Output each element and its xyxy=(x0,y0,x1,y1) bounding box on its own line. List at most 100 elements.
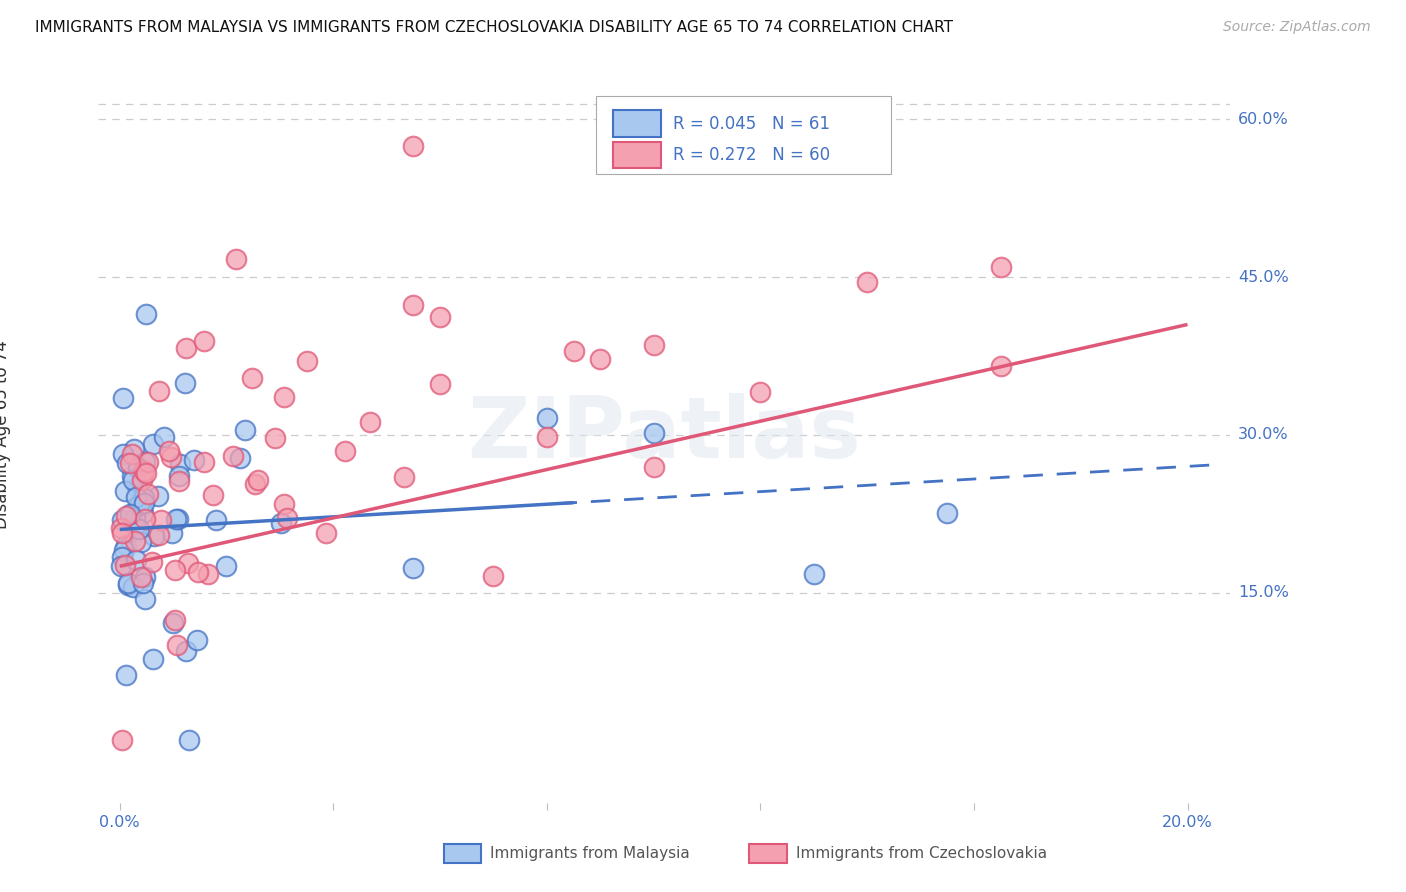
Point xyxy=(749,385,772,400)
Point xyxy=(134,496,156,510)
Point xyxy=(117,575,139,590)
Point xyxy=(197,567,219,582)
Bar xyxy=(749,844,786,863)
Point xyxy=(270,516,292,530)
Point xyxy=(215,558,238,573)
Text: Disability Age 65 to 74: Disability Age 65 to 74 xyxy=(0,341,11,529)
Point xyxy=(165,511,187,525)
Point xyxy=(167,474,190,488)
Point xyxy=(643,338,665,352)
Point xyxy=(132,491,155,505)
Point xyxy=(235,423,257,437)
Bar xyxy=(444,844,481,863)
Text: 60.0%: 60.0% xyxy=(1239,112,1289,127)
Point xyxy=(643,459,665,474)
Point xyxy=(124,534,146,549)
Point xyxy=(193,334,215,349)
Point xyxy=(176,556,198,570)
Point xyxy=(536,410,558,425)
Point xyxy=(149,513,172,527)
Point xyxy=(186,632,208,647)
Point xyxy=(121,474,143,488)
Point xyxy=(124,511,146,525)
Point xyxy=(142,529,165,543)
Point xyxy=(136,455,159,469)
Point xyxy=(229,451,252,466)
Point xyxy=(225,252,247,267)
Text: 30.0%: 30.0% xyxy=(1239,427,1289,442)
Point xyxy=(135,466,157,480)
Point xyxy=(589,351,612,366)
Point xyxy=(111,447,134,461)
Point xyxy=(803,566,825,581)
Point xyxy=(482,569,505,583)
Point xyxy=(125,480,148,494)
Point xyxy=(392,470,415,484)
Bar xyxy=(613,142,661,169)
Point xyxy=(112,543,135,558)
Point xyxy=(936,507,959,521)
Point xyxy=(174,376,197,391)
Point xyxy=(117,577,139,591)
Text: 15.0%: 15.0% xyxy=(1239,585,1289,600)
Point xyxy=(111,391,134,405)
Point xyxy=(240,371,263,385)
Point xyxy=(110,521,132,535)
Point xyxy=(134,455,156,469)
Point xyxy=(153,429,176,443)
Point xyxy=(124,491,146,505)
Point xyxy=(121,446,143,460)
Point xyxy=(402,138,425,153)
Point xyxy=(643,425,665,440)
Text: 45.0%: 45.0% xyxy=(1239,269,1289,285)
Point xyxy=(186,565,208,579)
Point xyxy=(114,483,136,498)
Point xyxy=(174,644,197,658)
Point xyxy=(141,555,163,569)
Point xyxy=(121,469,143,483)
Point xyxy=(134,512,156,526)
Point xyxy=(115,508,138,523)
Text: IMMIGRANTS FROM MALAYSIA VS IMMIGRANTS FROM CZECHOSLOVAKIA DISABILITY AGE 65 TO : IMMIGRANTS FROM MALAYSIA VS IMMIGRANTS F… xyxy=(35,20,953,35)
Point xyxy=(131,500,153,514)
Point xyxy=(160,526,183,541)
Point xyxy=(273,497,295,511)
Point xyxy=(174,341,197,355)
Point xyxy=(165,563,187,577)
Point xyxy=(160,450,183,464)
Point xyxy=(111,513,134,527)
Point xyxy=(246,473,269,487)
Point xyxy=(167,468,190,483)
Text: Immigrants from Malaysia: Immigrants from Malaysia xyxy=(491,847,690,861)
Point xyxy=(111,526,134,541)
Text: Immigrants from Czechoslovakia: Immigrants from Czechoslovakia xyxy=(796,847,1046,861)
Point xyxy=(222,449,245,463)
Point xyxy=(359,415,381,429)
Point xyxy=(169,457,191,471)
Point xyxy=(115,456,138,470)
Point xyxy=(127,461,149,475)
Point xyxy=(276,511,298,525)
Point xyxy=(132,506,155,520)
Point xyxy=(124,518,146,533)
Point xyxy=(148,384,170,398)
Point xyxy=(128,499,150,513)
Point xyxy=(193,455,215,469)
Point xyxy=(122,442,145,457)
Point xyxy=(429,376,451,391)
Text: R = 0.045   N = 61: R = 0.045 N = 61 xyxy=(673,114,831,133)
Point xyxy=(142,437,165,451)
Point xyxy=(142,651,165,665)
Point xyxy=(333,444,356,458)
Point xyxy=(562,343,585,358)
Point xyxy=(536,430,558,444)
Point xyxy=(166,638,188,652)
Point xyxy=(129,534,152,549)
Point xyxy=(264,431,287,445)
Point xyxy=(128,522,150,536)
Point xyxy=(202,488,225,502)
Point xyxy=(273,391,295,405)
Point xyxy=(990,260,1012,274)
Text: R = 0.272   N = 60: R = 0.272 N = 60 xyxy=(673,146,831,164)
Point xyxy=(136,487,159,501)
